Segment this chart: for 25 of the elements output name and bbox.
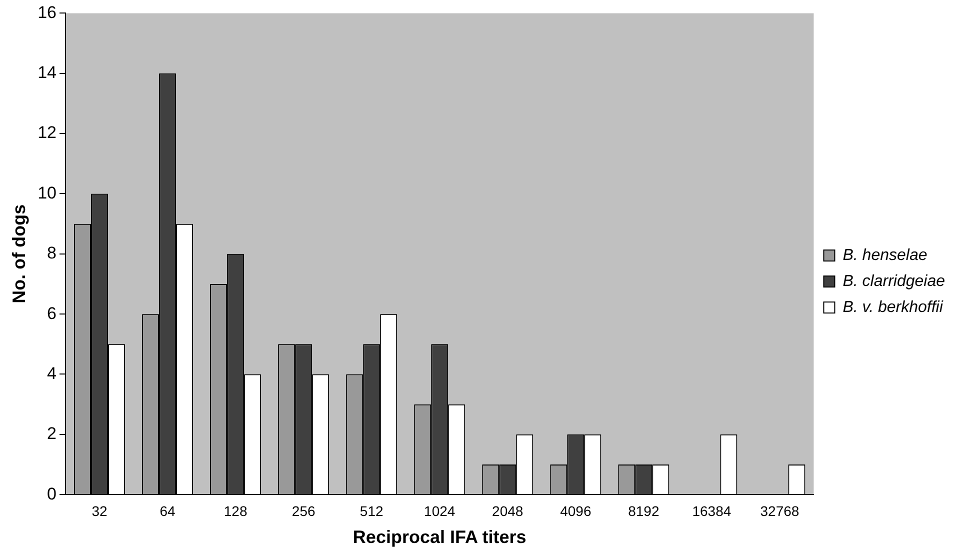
x-tick-label: 32768	[760, 502, 800, 519]
y-tick-label: 2	[47, 424, 57, 444]
x-tick-label: 16384	[692, 502, 732, 519]
legend-label: B. henselae	[842, 246, 928, 264]
y-tick-label: 10	[38, 183, 57, 202]
x-tick-label: 32	[92, 502, 108, 519]
y-tick-label: 0	[47, 484, 57, 504]
x-tick-label: 256	[292, 502, 316, 519]
legend-label: B. v. berkhoffii	[842, 298, 944, 316]
y-axis-title: No. of dogs	[8, 204, 29, 304]
x-tick-label: 8192	[628, 502, 660, 519]
x-tick-label: 4096	[560, 502, 592, 519]
y-tick-label: 4	[47, 364, 57, 383]
y-tick-label: 8	[47, 244, 57, 263]
legend-label: B. clarridgeiae	[842, 272, 946, 290]
x-tick-label: 2048	[492, 502, 524, 519]
x-axis-title: Reciprocal IFA titers	[352, 527, 526, 548]
y-tick-label: 14	[38, 63, 57, 82]
x-tick-label: 64	[160, 502, 176, 519]
y-tick-label: 6	[47, 304, 57, 323]
x-tick-label: 128	[224, 502, 248, 519]
x-tick-label: 512	[360, 502, 384, 519]
y-tick-label: 16	[38, 2, 57, 22]
y-tick-label: 12	[38, 123, 57, 142]
x-tick-label: 1024	[424, 502, 456, 519]
